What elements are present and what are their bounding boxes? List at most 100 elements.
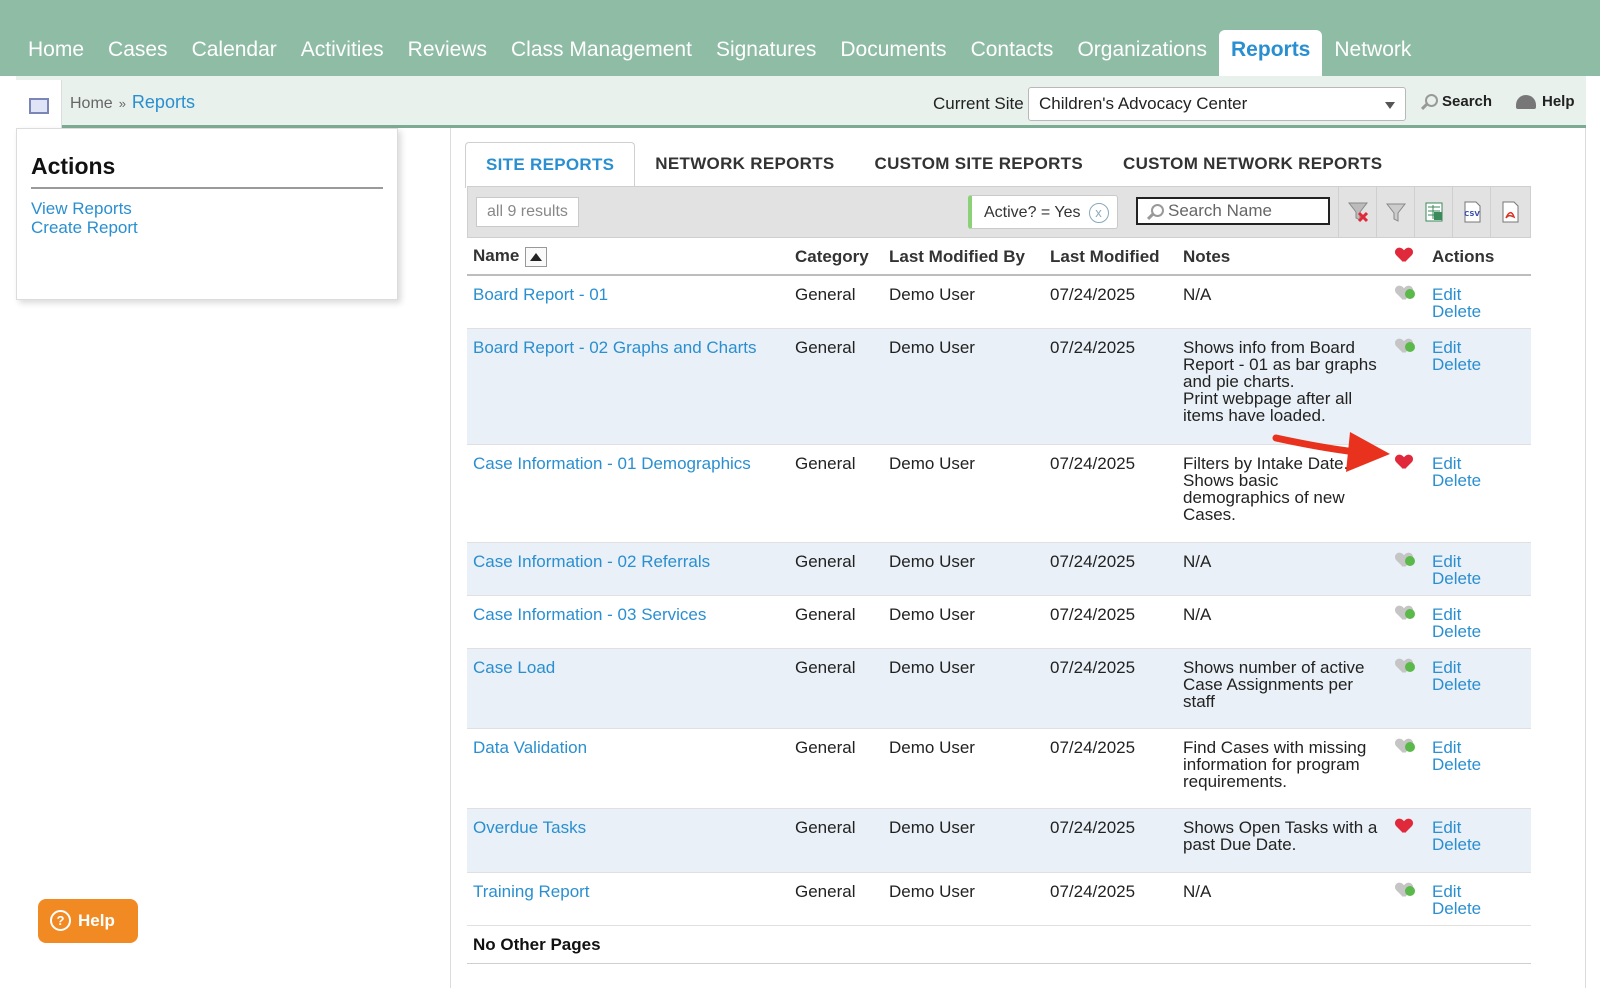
name-column-header[interactable]: Name xyxy=(467,239,789,276)
nav-item-reports[interactable]: Reports xyxy=(1219,30,1323,76)
current-site-select[interactable]: Children's Advocacy Center xyxy=(1028,87,1406,121)
delete-link[interactable]: Delete xyxy=(1432,622,1482,641)
report-notes-line: N/A xyxy=(1183,285,1212,304)
report-name-link[interactable]: Board Report - 02 Graphs and Charts xyxy=(467,328,789,445)
edit-link[interactable]: Edit xyxy=(1432,605,1462,624)
edit-link[interactable]: Edit xyxy=(1432,552,1462,571)
report-name-link[interactable]: Training Report xyxy=(467,872,789,926)
nav-item-signatures[interactable]: Signatures xyxy=(715,38,817,61)
annotation-arrow-icon xyxy=(1272,432,1390,472)
delete-link[interactable]: Delete xyxy=(1432,569,1482,588)
name-column-label: Name xyxy=(473,246,520,266)
chevron-down-icon xyxy=(1385,102,1395,109)
delete-link[interactable]: Delete xyxy=(1432,471,1482,490)
floating-help-button[interactable]: ? Help xyxy=(38,899,138,943)
export-excel-button[interactable] xyxy=(1414,187,1452,237)
floating-help-label: Help xyxy=(78,911,115,930)
report-name-link[interactable]: Data Validation xyxy=(467,728,789,809)
favorite-cell xyxy=(1390,728,1426,809)
favorite-cell xyxy=(1390,444,1426,543)
breadcrumb: Home » Reports xyxy=(70,92,195,113)
tab-custom-network-reports[interactable]: CUSTOM NETWORK REPORTS xyxy=(1123,154,1383,173)
report-notes: N/A xyxy=(1177,542,1390,596)
tab-network-reports[interactable]: NETWORK REPORTS xyxy=(655,154,835,173)
sort-ascending-icon[interactable] xyxy=(525,246,548,267)
nav-item-reviews[interactable]: Reviews xyxy=(407,38,488,61)
nav-item-calendar[interactable]: Calendar xyxy=(191,38,277,61)
clear-filter-icon xyxy=(1348,202,1368,223)
report-notes-line: staff xyxy=(1183,692,1215,711)
report-name-link[interactable]: Case Information - 02 Referrals xyxy=(467,542,789,596)
export-pdf-button[interactable] xyxy=(1490,187,1528,237)
add-favorite-icon[interactable] xyxy=(1396,606,1415,620)
delete-link[interactable]: Delete xyxy=(1432,755,1482,774)
report-name-link[interactable]: Board Report - 01 xyxy=(467,275,789,329)
edit-link[interactable]: Edit xyxy=(1432,882,1462,901)
nav-item-class-management[interactable]: Class Management xyxy=(511,38,692,61)
report-name-link[interactable]: Case Information - 03 Services xyxy=(467,595,789,649)
nav-item-activities[interactable]: Activities xyxy=(300,38,384,61)
remove-filter-button[interactable]: x xyxy=(1088,203,1109,223)
report-notes-line: past Due Date. xyxy=(1183,835,1297,854)
report-name-link[interactable]: Case Load xyxy=(467,648,789,729)
delete-link[interactable]: Delete xyxy=(1432,835,1482,854)
help-link[interactable]: Help xyxy=(1516,93,1575,110)
report-notes-line: Shows info from Board xyxy=(1183,338,1355,357)
export-csv-button[interactable]: CSV xyxy=(1452,187,1490,237)
favorite-heart-icon[interactable] xyxy=(1396,819,1412,833)
nav-item-cases[interactable]: Cases xyxy=(108,38,168,61)
add-favorite-icon[interactable] xyxy=(1396,659,1415,673)
filter-button[interactable] xyxy=(1376,187,1414,237)
report-category: General xyxy=(789,542,883,596)
category-column-header[interactable]: Category xyxy=(789,239,883,276)
create-report-link[interactable]: Create Report xyxy=(31,218,138,237)
report-notes-line: N/A xyxy=(1183,882,1212,901)
report-modified-by: Demo User xyxy=(883,542,1044,596)
tab-site-reports[interactable]: SITE REPORTS xyxy=(465,142,636,188)
plus-badge-icon xyxy=(1405,609,1415,619)
edit-link[interactable]: Edit xyxy=(1432,738,1462,757)
last-modified-column-header[interactable]: Last Modified xyxy=(1044,239,1177,276)
report-category: General xyxy=(789,328,883,445)
edit-link[interactable]: Edit xyxy=(1432,338,1462,357)
add-favorite-icon[interactable] xyxy=(1396,883,1415,897)
view-reports-link[interactable]: View Reports xyxy=(31,199,132,218)
delete-link[interactable]: Delete xyxy=(1432,899,1482,918)
report-modified-by: Demo User xyxy=(883,275,1044,329)
edit-link[interactable]: Edit xyxy=(1432,818,1462,837)
nav-item-documents[interactable]: Documents xyxy=(840,38,947,61)
report-modified-date: 07/24/2025 xyxy=(1044,595,1177,649)
edit-link[interactable]: Edit xyxy=(1432,454,1462,473)
tab-custom-site-reports[interactable]: CUSTOM SITE REPORTS xyxy=(874,154,1083,173)
add-favorite-icon[interactable] xyxy=(1396,286,1415,300)
nav-item-organizations[interactable]: Organizations xyxy=(1077,38,1208,61)
report-notes-line: Case Assignments per xyxy=(1183,675,1354,694)
modified-by-column-header[interactable]: Last Modified By xyxy=(883,239,1044,276)
nav-item-contacts[interactable]: Contacts xyxy=(970,38,1054,61)
report-name-link[interactable]: Case Information - 01 Demographics xyxy=(467,444,789,543)
add-favorite-icon[interactable] xyxy=(1396,339,1415,353)
clear-filters-button[interactable] xyxy=(1338,187,1376,237)
favorite-column-header xyxy=(1390,239,1426,276)
search-icon xyxy=(1420,93,1438,110)
breadcrumb-current[interactable]: Reports xyxy=(131,92,195,112)
edit-link[interactable]: Edit xyxy=(1432,658,1462,677)
graduation-cap-icon xyxy=(1516,94,1536,109)
delete-link[interactable]: Delete xyxy=(1432,302,1482,321)
search-name-input[interactable]: Search Name xyxy=(1136,197,1330,225)
delete-link[interactable]: Delete xyxy=(1432,355,1482,374)
add-favorite-icon[interactable] xyxy=(1396,553,1415,567)
delete-link[interactable]: Delete xyxy=(1432,675,1482,694)
add-favorite-icon[interactable] xyxy=(1396,739,1415,753)
nav-item-network[interactable]: Network xyxy=(1334,38,1412,61)
report-name-link[interactable]: Overdue Tasks xyxy=(467,808,789,873)
edit-link[interactable]: Edit xyxy=(1432,285,1462,304)
pagination-row: No Other Pages xyxy=(467,925,1531,964)
search-link[interactable]: Search xyxy=(1420,93,1492,110)
notes-column-header: Notes xyxy=(1177,239,1390,276)
nav-item-home[interactable]: Home xyxy=(28,38,85,61)
breadcrumb-home[interactable]: Home xyxy=(70,95,113,112)
main-panel: SITE REPORTS NETWORK REPORTS CUSTOM SITE R… xyxy=(450,128,1586,988)
table-row: Training Report General Demo User 07/24/202… xyxy=(467,872,1531,926)
favorite-heart-icon[interactable] xyxy=(1396,455,1412,469)
